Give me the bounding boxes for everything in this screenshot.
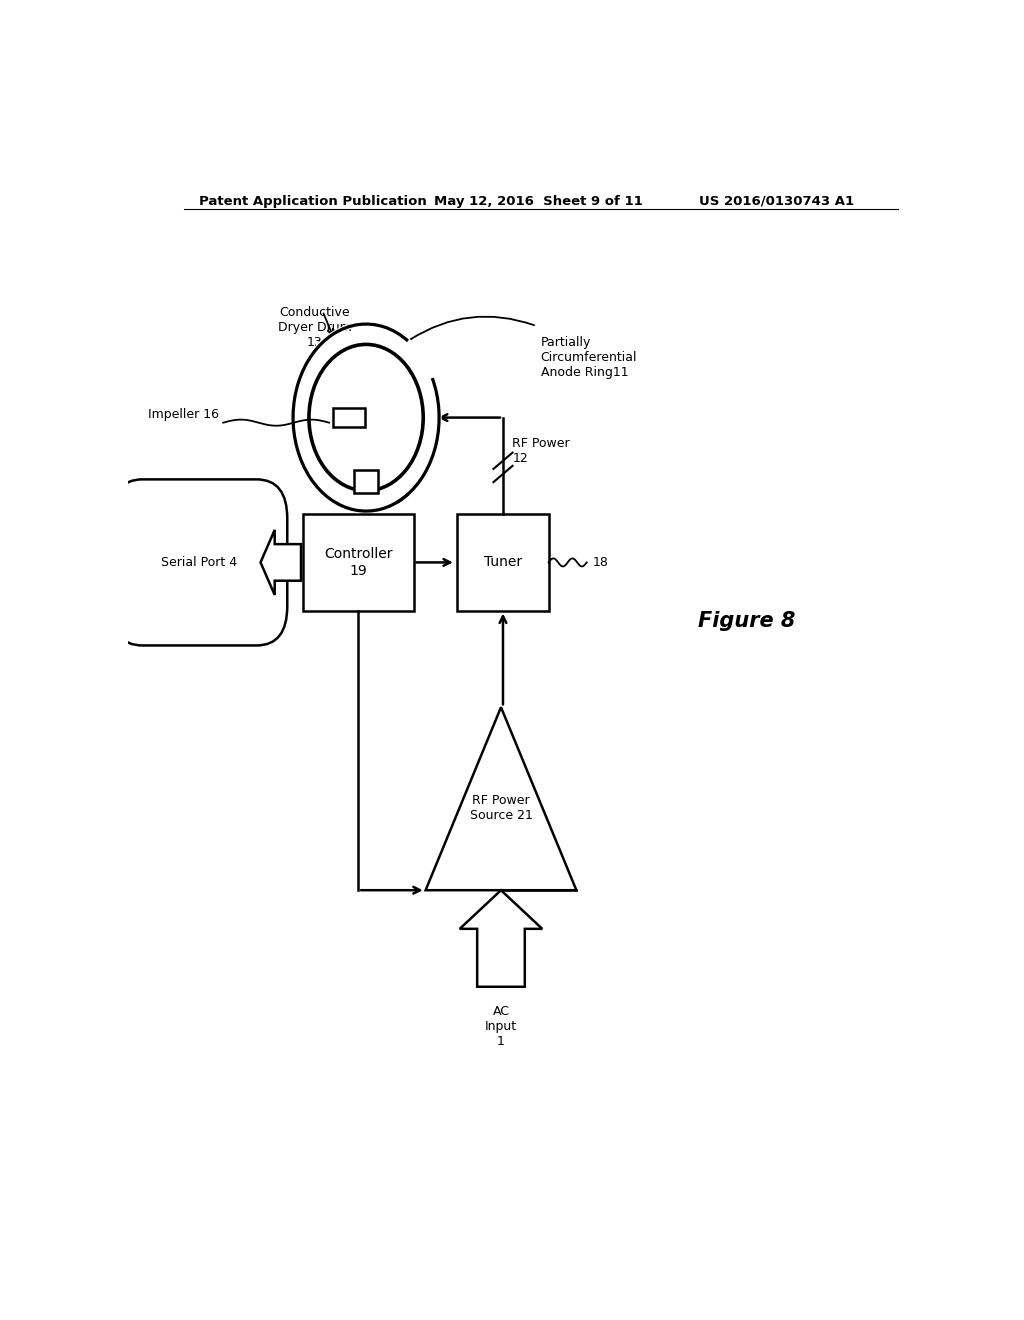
Polygon shape <box>460 890 543 987</box>
Text: May 12, 2016  Sheet 9 of 11: May 12, 2016 Sheet 9 of 11 <box>433 195 642 209</box>
Bar <box>333 408 365 426</box>
Text: US 2016/0130743 A1: US 2016/0130743 A1 <box>699 195 854 209</box>
Text: Figure 8: Figure 8 <box>698 611 796 631</box>
Polygon shape <box>426 708 577 890</box>
FancyBboxPatch shape <box>112 479 288 645</box>
Bar <box>458 515 549 611</box>
Text: Serial Port 4: Serial Port 4 <box>162 556 238 569</box>
Text: Patent Application Publication: Patent Application Publication <box>200 195 427 209</box>
Text: 18: 18 <box>593 556 609 569</box>
Text: AC
Input
1: AC Input 1 <box>485 1005 517 1048</box>
Bar <box>303 515 414 611</box>
Text: Partially
Circumferential
Anode Ring11: Partially Circumferential Anode Ring11 <box>541 337 637 379</box>
Text: Conductive
Dryer Drum
13: Conductive Dryer Drum 13 <box>278 306 351 348</box>
Circle shape <box>309 345 423 491</box>
Bar <box>354 474 378 492</box>
Bar <box>354 470 378 492</box>
Text: RF Power
Source 21: RF Power Source 21 <box>470 793 532 822</box>
Text: RF Power
12: RF Power 12 <box>512 437 570 465</box>
Text: Impeller 16: Impeller 16 <box>148 408 219 421</box>
Polygon shape <box>260 529 301 595</box>
Text: Controller
19: Controller 19 <box>324 548 392 578</box>
Text: Tuner: Tuner <box>484 556 522 569</box>
